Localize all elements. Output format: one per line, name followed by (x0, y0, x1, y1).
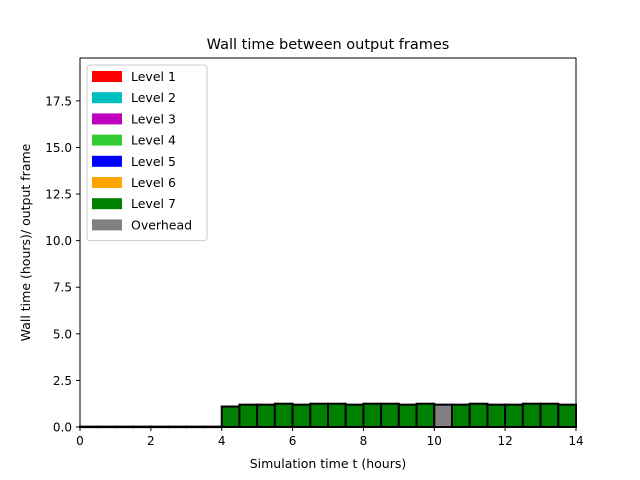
x-tick-label: 10 (427, 434, 442, 448)
x-tick-label: 12 (498, 434, 513, 448)
x-tick-label: 6 (289, 434, 297, 448)
bar (397, 403, 418, 428)
bar (362, 402, 383, 429)
legend-box (86, 64, 208, 242)
y-tick-label: 0.0 (53, 421, 72, 435)
bar (539, 402, 560, 429)
legend-swatch (92, 198, 122, 210)
y-tick-label: 12.5 (45, 188, 72, 202)
y-axis-label: Wall time (hours)/ output frame (18, 143, 33, 341)
bar (220, 405, 241, 428)
bar (451, 403, 471, 428)
bar (309, 402, 329, 429)
bar (521, 402, 542, 429)
x-axis-label: Simulation time t (hours) (250, 456, 407, 471)
y-tick-label: 7.5 (53, 281, 72, 295)
y-tick-label: 5.0 (53, 327, 72, 341)
y-tick-label: 15.0 (45, 141, 72, 155)
legend-swatch (92, 113, 122, 125)
x-tick-label: 14 (568, 434, 583, 448)
bar (380, 402, 400, 429)
y-tick-label: 2.5 (53, 374, 72, 388)
legend-label: Level 1 (131, 69, 176, 84)
legend-label: Level 3 (131, 111, 176, 126)
bar (344, 403, 365, 428)
y-axis: 0.0 2.5 5.0 7.5 10.0 12.5 15.0 17.5 (45, 94, 80, 435)
bar (273, 402, 294, 429)
legend-swatch (92, 71, 122, 82)
y-tick-label: 10.0 (45, 234, 72, 248)
legend-label: Level 2 (131, 90, 176, 105)
legend-swatch (92, 177, 122, 188)
bar (327, 402, 347, 429)
x-tick-label: 2 (147, 434, 155, 448)
x-tick-label: 8 (360, 434, 368, 448)
x-tick-label: 0 (76, 434, 84, 448)
bar (291, 403, 312, 428)
bar (557, 403, 577, 428)
y-tick-label: 17.5 (45, 94, 72, 108)
legend-label: Level 4 (131, 133, 176, 148)
bar (238, 403, 259, 428)
bar (504, 403, 524, 428)
legend-label: Level 5 (131, 154, 176, 169)
bar (415, 402, 436, 429)
plot-frame (79, 57, 577, 428)
x-tick-label: 4 (218, 434, 226, 448)
chart-title: Wall time between output frames (207, 37, 450, 53)
bar (468, 402, 489, 429)
legend-label: Level 6 (131, 175, 176, 190)
bar (486, 403, 507, 428)
legend-swatch (92, 92, 122, 104)
legend-swatch (92, 155, 122, 167)
legend-swatch (92, 219, 122, 231)
bar (256, 403, 276, 428)
x-axis: 0 2 4 6 8 10 12 14 (76, 427, 584, 448)
legend-label: Overhead (131, 217, 192, 232)
legend: Level 1 Level 2 Level 3 Level 4 Level 5 Level… (86, 64, 208, 242)
legend-swatch (92, 134, 122, 146)
bar (433, 403, 453, 428)
legend-label: Level 7 (131, 196, 176, 211)
